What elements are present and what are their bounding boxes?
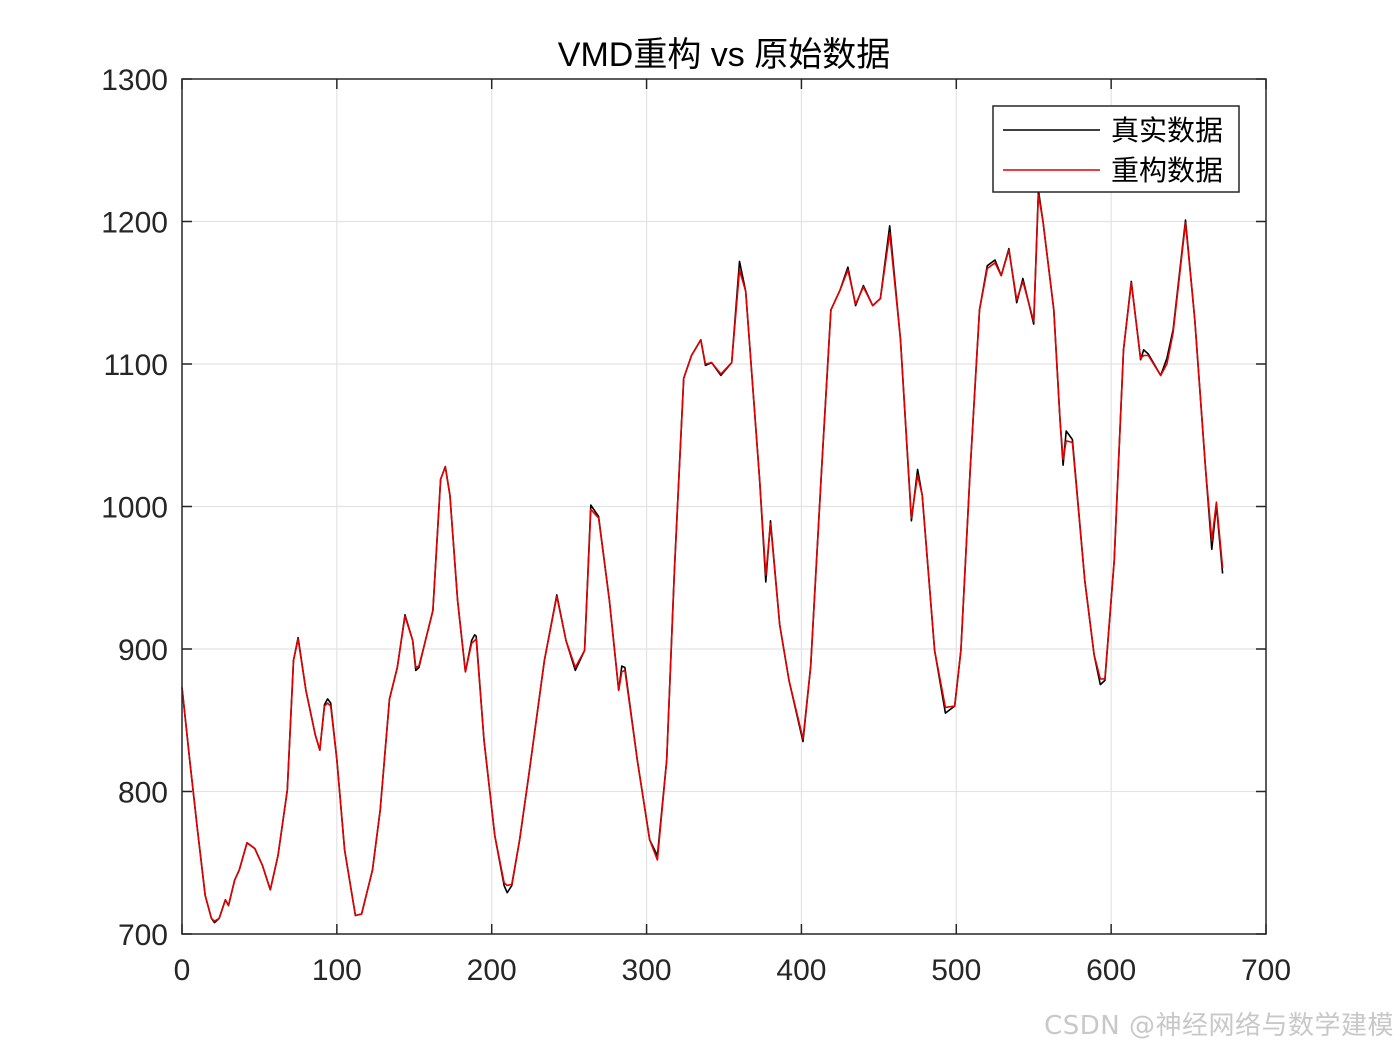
y-tick-label: 1100	[103, 349, 168, 382]
x-tick-label: 100	[312, 954, 362, 987]
y-tick-label: 700	[118, 919, 168, 952]
x-tick-label: 500	[931, 954, 981, 987]
legend-box	[992, 105, 1240, 193]
x-tick-label: 300	[622, 954, 672, 987]
x-tick-label: 400	[776, 954, 826, 987]
chart-title: VMD重构 vs 原始数据	[558, 36, 890, 74]
y-tick-label: 1200	[101, 207, 168, 240]
series-line-reconstructed	[181, 193, 1224, 922]
axis-ticks	[181, 78, 1267, 935]
y-tick-label: 1000	[101, 492, 168, 525]
legend-label-real: 真实数据	[1111, 114, 1223, 147]
y-axis-tick-labels: 700 800 900 1000 1100 1200 1300	[101, 64, 168, 952]
y-tick-label: 900	[118, 634, 168, 667]
x-tick-label: 0	[174, 954, 191, 987]
legend-label-reconstructed: 重构数据	[1111, 154, 1223, 187]
y-tick-label: 800	[118, 777, 168, 810]
x-tick-label: 200	[467, 954, 517, 987]
y-tick-label: 1300	[101, 64, 168, 97]
legend[interactable]: 真实数据 重构数据	[992, 105, 1240, 193]
x-tick-label: 700	[1241, 954, 1291, 987]
x-axis-tick-labels: 0 100 200 300 400 500 600 700	[174, 954, 1291, 987]
grid-lines	[182, 79, 1266, 934]
data-series	[181, 189, 1224, 924]
watermark: CSDN @神经网络与数学建模	[1044, 1011, 1394, 1041]
x-tick-label: 600	[1086, 954, 1136, 987]
